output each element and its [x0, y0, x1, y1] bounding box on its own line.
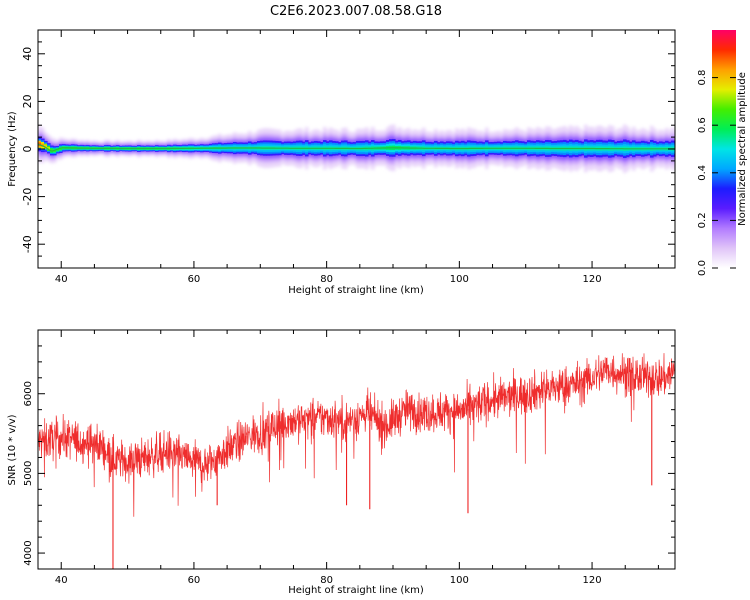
spectrogram-panel: 40 60 80 100 120 -40 -20 0 20 40 Height of straig… — [7, 29, 676, 296]
spectrogram-cell — [41, 143, 45, 147]
snr-x-tick-label: 80 — [320, 575, 333, 586]
colorbar-tick-label: 0.4 — [697, 165, 708, 181]
spectrogram-x-tick-label: 60 — [188, 274, 201, 285]
snr-panel: 40 60 80 100 120 4000 5000 6000 Height of strai… — [7, 329, 676, 596]
spectrogram-y-tick-label: 20 — [21, 94, 34, 108]
spectrogram-y-tick-label: 40 — [21, 47, 34, 61]
spectrogram-x-tick-label: 100 — [450, 274, 469, 285]
snr-y-tick-label: 6000 — [23, 381, 34, 406]
spectrogram-cell — [53, 149, 57, 152]
snr-x-axis-label: Height of straight line (km) — [288, 585, 424, 596]
spectrogram-cell — [38, 142, 42, 147]
spectrogram-x-axis-label: Height of straight line (km) — [288, 285, 424, 296]
spectrogram-y-tick-label: 0 — [21, 146, 34, 153]
snr-ticks: 40 60 80 100 120 4000 5000 6000 — [23, 329, 675, 586]
snr-y-tick-label: 5000 — [23, 461, 34, 486]
spectrogram-cell — [44, 145, 48, 148]
snr-line — [38, 353, 675, 517]
colorbar: 0.0 0.2 0.4 0.6 0.8 Normalized spectral ampl… — [697, 30, 748, 276]
spectrogram-cell — [47, 147, 51, 150]
colorbar-gradient — [712, 30, 736, 268]
snr-y-tick-label: 4000 — [23, 540, 34, 565]
spectrogram-heat-layer — [38, 124, 675, 173]
snr-x-tick-label: 100 — [450, 575, 469, 586]
spectrogram-y-tick-label: -20 — [21, 188, 34, 206]
spectrogram-x-tick-label: 80 — [320, 274, 333, 285]
colorbar-tick-label: 0.2 — [697, 212, 708, 228]
snr-plot-area — [38, 330, 675, 569]
figure-title: C2E6.2023.007.08.58.G18 — [270, 4, 442, 19]
spectrogram-y-tick-label: -40 — [21, 235, 34, 253]
colorbar-ticks: 0.0 0.2 0.4 0.6 0.8 — [697, 70, 736, 276]
snr-x-tick-label: 60 — [188, 575, 201, 586]
colorbar-tick-label: 0.8 — [697, 70, 708, 86]
spectrogram-ticks: 40 60 80 100 120 -40 -20 0 20 40 — [21, 29, 675, 285]
spectrogram-x-tick-label: 40 — [55, 274, 68, 285]
spectrogram-y-axis-label: Frequency (Hz) — [7, 111, 18, 187]
spectrogram-ridge-line — [38, 143, 674, 152]
colorbar-label: Normalized spectral amplitude — [737, 72, 748, 226]
snr-series-layer — [38, 353, 675, 569]
spectrogram-x-tick-label: 120 — [583, 274, 602, 285]
colorbar-tick-label: 0.6 — [697, 117, 708, 133]
snr-frame — [37, 329, 676, 570]
colorbar-tick-label: 0.0 — [697, 260, 708, 276]
snr-x-tick-label: 40 — [55, 575, 68, 586]
snr-x-tick-label: 120 — [583, 575, 602, 586]
snr-y-axis-label: SNR (10 * v/v) — [7, 414, 18, 485]
